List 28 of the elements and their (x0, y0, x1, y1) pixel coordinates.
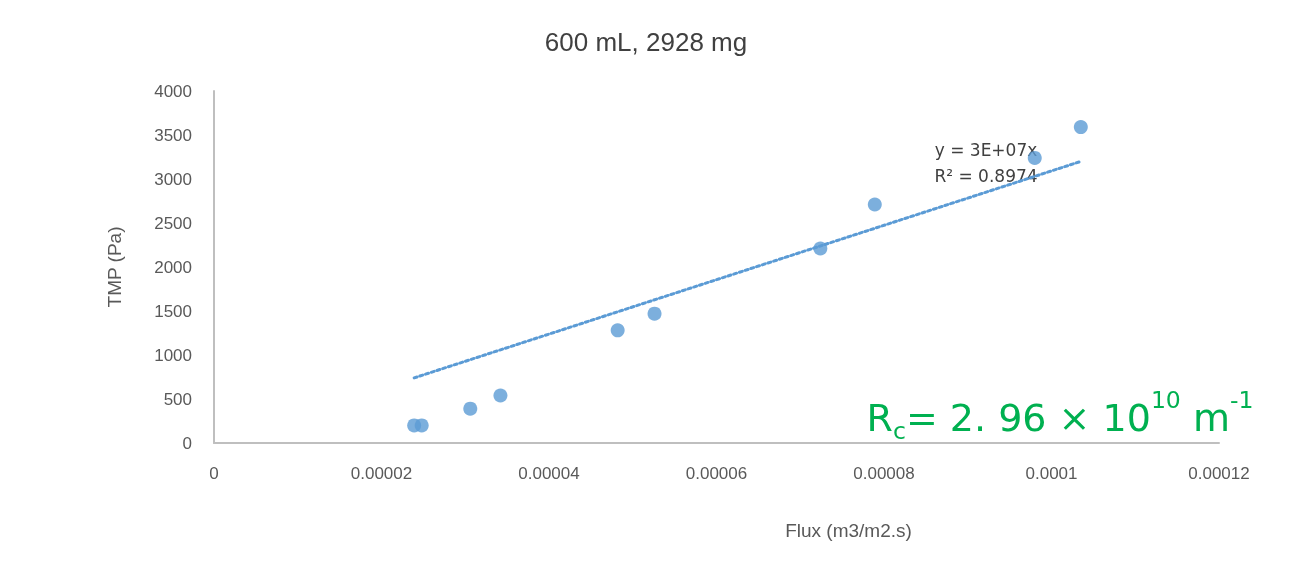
annotation: y = 3E+07x (934, 139, 1038, 160)
x-axis-title: Flux (m3/m2.s) (785, 520, 912, 541)
point (647, 306, 662, 321)
y-tick-label: 0 (182, 433, 192, 453)
annotation: R² = 0.8974 (934, 165, 1038, 186)
point (1073, 120, 1088, 135)
x-tick-label: 0.00008 (853, 464, 915, 483)
x-tick-label: 0.00012 (1188, 464, 1250, 483)
x-tick-label: 0 (209, 464, 219, 483)
point (414, 418, 429, 433)
y-tick-label: 2000 (154, 257, 192, 277)
x-tick-label: 0.0001 (1025, 464, 1078, 483)
point (463, 401, 478, 416)
y-tick-label: 1500 (154, 301, 192, 321)
point (610, 323, 625, 338)
x-tick-label: 0.00002 (350, 464, 413, 483)
y-tick-label: 3000 (154, 169, 192, 189)
x-tick-label: 0.00004 (518, 464, 580, 483)
y-tick-label: 3500 (154, 125, 192, 145)
y-tick-label: 500 (163, 389, 192, 409)
y-tick-label: 2500 (154, 213, 192, 233)
chart-title: 600 mL, 2928 mg (544, 27, 748, 57)
y-axis-title: TMP (Pa) (104, 226, 125, 308)
point (867, 197, 882, 212)
y-tick-label: 1000 (154, 345, 192, 365)
y-tick-label: 4000 (154, 81, 192, 101)
x-tick-label: 0.00006 (685, 464, 748, 483)
point (493, 388, 508, 403)
